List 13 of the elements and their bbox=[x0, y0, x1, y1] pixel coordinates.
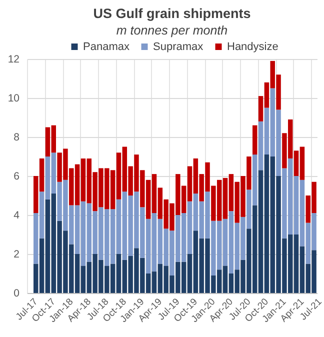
legend-label: Handysize bbox=[227, 40, 278, 53]
y-tick-label: 2 bbox=[14, 248, 20, 260]
y-tick-label: 12 bbox=[8, 54, 20, 66]
legend-label: Panamax bbox=[83, 40, 130, 53]
chart-title: US Gulf grain shipments bbox=[93, 6, 251, 21]
y-tick-label: 4 bbox=[14, 210, 20, 222]
y-tick-label: 6 bbox=[14, 170, 20, 182]
bar bbox=[252, 125, 258, 155]
y-tick-label: 10 bbox=[8, 92, 20, 104]
y-tick-label: 8 bbox=[14, 132, 20, 144]
chart-subtitle: m tonnes per month bbox=[116, 24, 228, 38]
legend-label: Supramax bbox=[153, 40, 204, 53]
y-tick-label: 0 bbox=[14, 288, 20, 300]
